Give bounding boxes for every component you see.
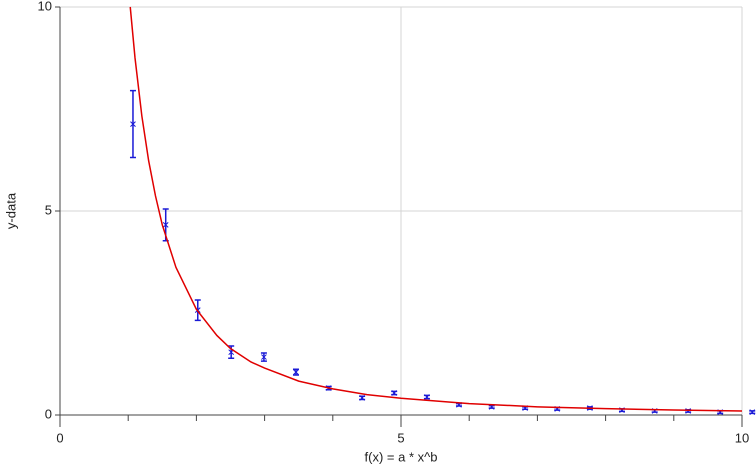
x-tick-label: 0 <box>56 430 63 445</box>
data-point <box>391 390 398 396</box>
data-point <box>424 394 430 400</box>
data-point <box>130 121 136 127</box>
y-tick-label: 5 <box>45 202 52 217</box>
fit-curve <box>129 6 743 412</box>
data-point <box>261 354 267 360</box>
y-tick-label: 10 <box>38 0 52 13</box>
data-point <box>162 222 169 228</box>
y-tick-label: 0 <box>45 406 52 421</box>
data-point <box>293 369 299 376</box>
x-axis-label: f(x) = a * x^b <box>365 449 438 464</box>
x-tick-label: 5 <box>397 430 404 445</box>
y-axis-label: y-data <box>3 192 18 229</box>
x-tick-label: 10 <box>735 430 749 445</box>
data-point <box>749 409 756 415</box>
data-point <box>359 395 365 401</box>
